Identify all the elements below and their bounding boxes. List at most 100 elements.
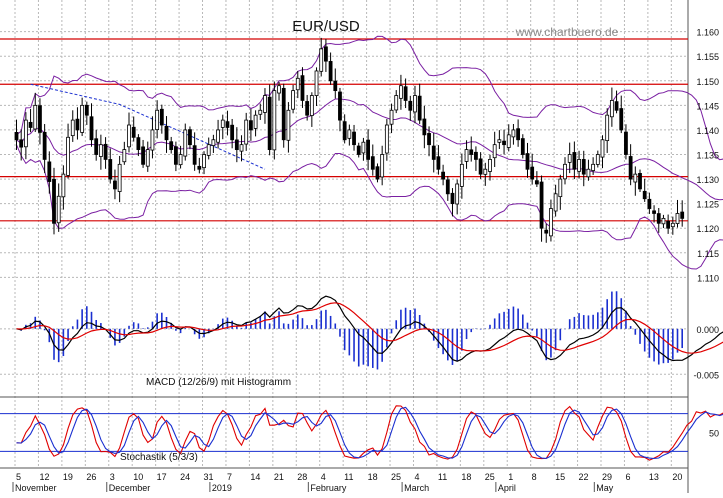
- candle-body: [320, 49, 323, 71]
- candle-body: [517, 129, 520, 140]
- candle-body: [615, 102, 618, 111]
- candle-body: [432, 146, 435, 159]
- x-tick-label: 15: [555, 472, 565, 482]
- candle-body: [128, 125, 131, 147]
- price-tick-label: 1.160: [696, 28, 719, 38]
- candlesticks: [15, 38, 684, 243]
- candle-body: [348, 130, 351, 138]
- x-tick-label: 25: [391, 472, 401, 482]
- price-tick-label: 1.155: [696, 52, 719, 62]
- candle-body: [587, 169, 590, 177]
- candle-body: [376, 167, 379, 179]
- candle-body: [67, 137, 70, 175]
- candle-body: [62, 174, 65, 197]
- candle-body: [81, 105, 84, 132]
- candle-body: [306, 101, 309, 115]
- candle-body: [48, 162, 51, 182]
- candle-body: [503, 141, 506, 145]
- candle-body: [188, 130, 191, 145]
- candle-body: [559, 179, 562, 197]
- chart-title: EUR/USD: [292, 18, 360, 35]
- candle-body: [254, 115, 257, 128]
- candle-body: [146, 150, 149, 167]
- candle-body: [29, 122, 32, 127]
- x-tick-label: 22: [579, 472, 589, 482]
- candle-body: [681, 212, 684, 218]
- candle-body: [428, 133, 431, 144]
- candle-body: [367, 140, 370, 159]
- candle-body: [203, 155, 206, 168]
- candle-body: [676, 213, 679, 223]
- panel-frames: [0, 0, 688, 493]
- candle-body: [648, 199, 651, 208]
- candle-body: [249, 121, 252, 130]
- candle-body: [179, 155, 182, 165]
- macd-label: MACD (12/26/9) mit Histogramm: [146, 377, 291, 388]
- x-tick-label: 21: [274, 472, 284, 482]
- candle-body: [474, 152, 477, 159]
- candle-body: [231, 125, 234, 140]
- price-tick-label: 1.135: [696, 151, 719, 161]
- candle-body: [53, 179, 56, 223]
- candle-body: [334, 81, 337, 90]
- candle-body: [113, 181, 116, 189]
- candle-body: [43, 132, 46, 159]
- candle-body: [76, 119, 79, 130]
- price-tick-label: 1.125: [696, 200, 719, 210]
- candle-body: [109, 159, 112, 179]
- candle-body: [657, 214, 660, 224]
- candle-body: [667, 221, 670, 228]
- candle-body: [460, 164, 463, 186]
- x-tick-label: 10: [133, 472, 143, 482]
- candle-body: [268, 97, 271, 149]
- candle-body: [38, 106, 41, 133]
- x-tick-label: 5: [16, 472, 21, 482]
- candle-body: [470, 150, 473, 155]
- macd-tick-label: 0.000: [696, 325, 719, 335]
- month-label: April: [498, 483, 516, 493]
- x-tick-label: 26: [86, 472, 96, 482]
- candle-body: [174, 147, 177, 165]
- candle-body: [296, 78, 299, 89]
- candle-body: [198, 166, 201, 169]
- x-tick-label: 11: [438, 472, 447, 482]
- price-tick-label: 1.150: [696, 77, 719, 87]
- candle-body: [245, 120, 248, 144]
- candle-body: [545, 230, 548, 233]
- candle-body: [526, 154, 529, 170]
- candle-body: [170, 142, 173, 150]
- candle-body: [57, 196, 60, 222]
- stoch-d-line: [17, 407, 723, 458]
- x-tick-label: 8: [532, 472, 537, 482]
- candle-body: [624, 132, 627, 154]
- candle-body: [465, 150, 468, 162]
- candle-body: [395, 96, 398, 110]
- candle-body: [221, 120, 224, 127]
- axes: 1.1101.1151.1201.1251.1301.1351.1401.145…: [13, 28, 719, 493]
- x-tick-label: 14: [250, 472, 260, 482]
- candle-body: [409, 101, 412, 110]
- candle-body: [15, 132, 18, 139]
- x-tick-label: 11: [344, 472, 353, 482]
- candle-body: [592, 164, 595, 170]
- candle-body: [381, 155, 384, 177]
- candle-body: [671, 223, 674, 226]
- candle-body: [99, 145, 102, 157]
- candle-body: [329, 61, 332, 80]
- macd-panel: [17, 291, 723, 369]
- candle-body: [573, 152, 576, 169]
- x-tick-label: 1: [508, 472, 513, 482]
- x-tick-label: 20: [672, 472, 682, 482]
- candle-body: [653, 211, 656, 214]
- candle-body: [535, 181, 538, 184]
- candle-body: [278, 86, 281, 93]
- candle-body: [446, 180, 449, 194]
- x-tick-label: 4: [321, 472, 326, 482]
- macd-tick-label: -0.005: [693, 370, 719, 380]
- candle-body: [662, 218, 665, 223]
- candle-body: [90, 117, 93, 140]
- candle-body: [104, 144, 107, 159]
- candle-body: [620, 109, 623, 130]
- x-tick-label: 18: [368, 472, 378, 482]
- candle-body: [578, 159, 581, 171]
